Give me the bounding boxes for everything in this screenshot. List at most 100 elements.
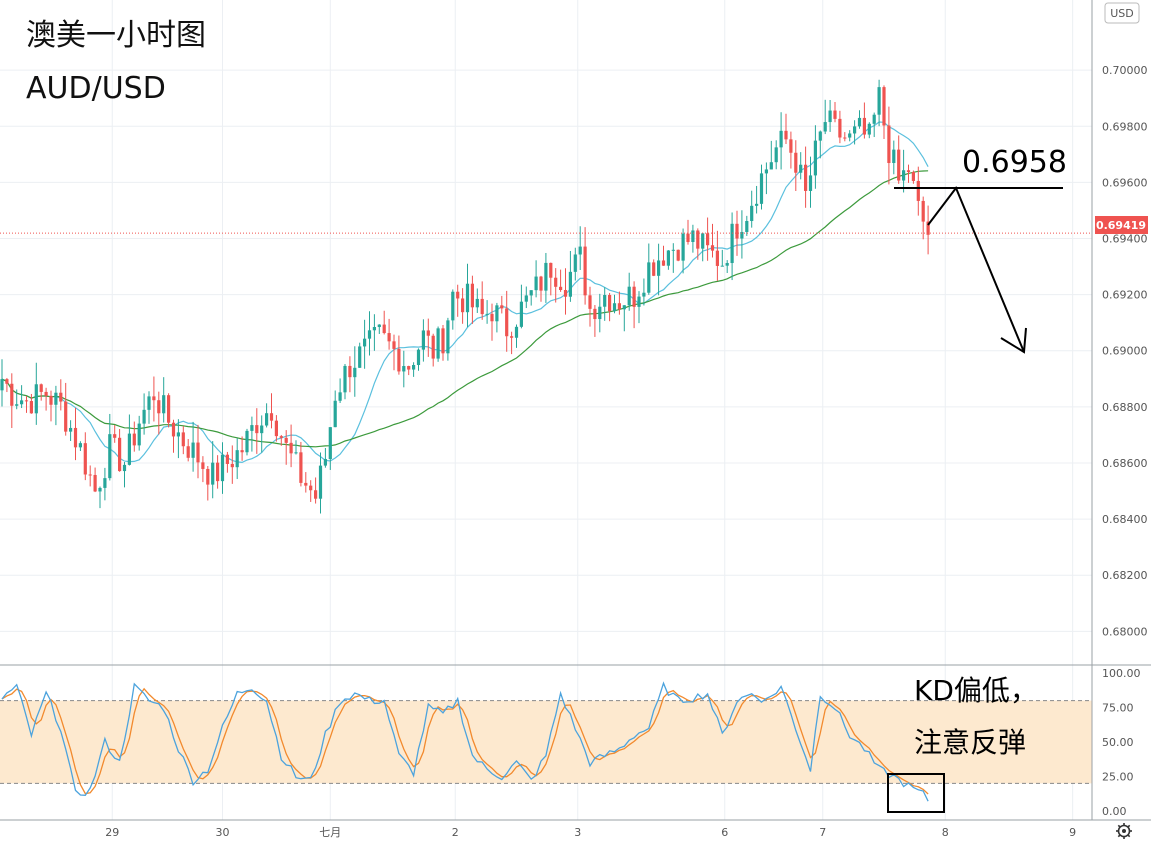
price-tick-label: 0.69000 [1102, 345, 1148, 358]
time-tick-label: 29 [105, 826, 119, 839]
time-tick-label: 2 [452, 826, 459, 839]
candle-body [230, 463, 234, 468]
candle-body [196, 442, 200, 463]
candle-body [225, 454, 229, 464]
candle-body [78, 443, 82, 448]
candle-body [353, 367, 357, 378]
candle-body [39, 384, 43, 392]
candle-body [127, 433, 131, 465]
candle-body [333, 400, 337, 428]
candle-body [294, 452, 298, 454]
candle-body [666, 250, 670, 266]
candle-body [906, 170, 911, 173]
candle-body [392, 341, 396, 349]
candle-body [818, 131, 822, 141]
candle-body [171, 422, 176, 437]
price-tick-label: 0.70000 [1102, 64, 1148, 77]
candle-body [235, 450, 239, 468]
candle-body [279, 436, 283, 438]
candle-body [755, 203, 759, 206]
forecast-arrowhead-icon [1000, 327, 1027, 354]
candle-body [412, 365, 416, 370]
last-price-label: 0.69419 [1096, 219, 1146, 232]
settings-gear-icon[interactable] [1116, 823, 1132, 839]
time-tick-label: 30 [216, 826, 230, 839]
candle-body [426, 330, 430, 336]
candle-body [808, 175, 813, 191]
candle-body [260, 425, 264, 434]
candle-body [681, 233, 685, 261]
candle-body [314, 490, 318, 499]
candle-body [882, 87, 886, 126]
kd-d-line [1, 687, 929, 795]
candle-body [265, 413, 269, 426]
candle-body [514, 326, 519, 338]
candle-body [867, 123, 871, 135]
candle-body [578, 246, 582, 255]
candle-body [828, 110, 832, 123]
candle-body [250, 425, 254, 431]
candle-body [608, 295, 612, 312]
kd-k-line [1, 681, 929, 802]
candle-body [505, 308, 509, 337]
candle-body [671, 249, 675, 251]
candle-body [789, 139, 793, 153]
candle-body [848, 133, 852, 138]
candle-body [617, 303, 621, 310]
candle-body [69, 427, 73, 432]
candle-body [794, 152, 798, 173]
candle-body [652, 262, 656, 276]
candle-body [921, 200, 925, 222]
ma-slow-line [1, 170, 929, 448]
time-tick-label: 7 [819, 826, 826, 839]
candle-body [573, 254, 577, 272]
main-grid [0, 0, 1092, 820]
candle-body [88, 474, 92, 476]
candle-body [554, 277, 558, 287]
level-annotation: 0.6958 [962, 145, 1067, 180]
candle-body [813, 140, 817, 176]
time-tick-label: 七月 [319, 826, 341, 839]
candle-body [720, 265, 724, 267]
price-tick-label: 0.69400 [1102, 233, 1148, 246]
candle-body [686, 233, 690, 243]
candle-body [838, 118, 842, 138]
kd-annotation-line1: KD偏低， [914, 674, 1038, 707]
candle-body [524, 295, 528, 302]
kd-tick-label: 50.00 [1102, 736, 1134, 749]
time-tick-label: 8 [942, 826, 949, 839]
candle-body [451, 291, 455, 321]
candle-body [519, 301, 523, 327]
candle-body [416, 349, 421, 366]
candle-body [539, 276, 543, 291]
candle-body [598, 306, 602, 320]
candle-body [622, 305, 626, 310]
candle-body [181, 432, 185, 447]
candle-body [98, 487, 102, 492]
price-tick-label: 0.68200 [1102, 569, 1148, 582]
candle-body [24, 400, 29, 402]
candle-body [725, 263, 729, 266]
currency-badge[interactable]: USD [1104, 2, 1140, 24]
ma-layer [1, 121, 929, 464]
candle-body [735, 223, 739, 239]
candle-body [833, 110, 837, 119]
price-tick-label: 0.68000 [1102, 625, 1148, 638]
kd-highlight-box [887, 773, 945, 813]
candle-body [529, 290, 533, 296]
candle-body [245, 430, 249, 453]
candle-body [397, 348, 401, 372]
candle-body [603, 295, 607, 307]
price-tick-label: 0.69600 [1102, 176, 1148, 189]
candle-body [122, 464, 127, 472]
price-tick-label: 0.68600 [1102, 457, 1148, 470]
candle-body [348, 365, 352, 378]
candle-body [862, 117, 866, 135]
candle-body [382, 324, 386, 334]
candle-body [176, 432, 180, 437]
candle-body [132, 433, 136, 446]
last-price-tag: 0.69419 [1095, 216, 1148, 234]
candle-body [549, 262, 553, 278]
